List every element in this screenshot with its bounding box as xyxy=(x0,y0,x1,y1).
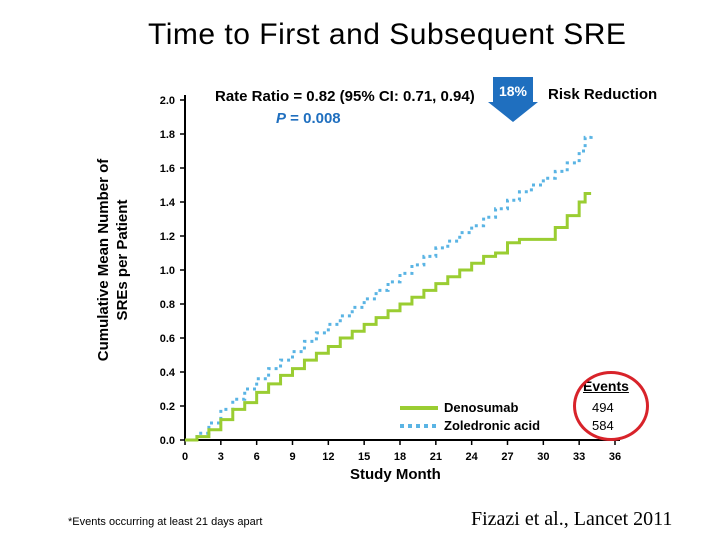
svg-text:0.0: 0.0 xyxy=(160,435,175,447)
svg-text:24: 24 xyxy=(466,451,479,463)
svg-text:1.6: 1.6 xyxy=(160,163,175,175)
svg-text:3: 3 xyxy=(218,451,224,463)
svg-text:0.4: 0.4 xyxy=(160,367,176,379)
x-axis-label: Study Month xyxy=(350,466,441,483)
svg-text:0: 0 xyxy=(182,451,188,463)
svg-text:0.2: 0.2 xyxy=(160,401,175,413)
svg-text:Zoledronic acid: Zoledronic acid xyxy=(444,418,540,433)
svg-text:0.8: 0.8 xyxy=(160,299,175,311)
svg-text:1.4: 1.4 xyxy=(160,197,176,209)
svg-text:0.6: 0.6 xyxy=(160,333,175,345)
svg-text:27: 27 xyxy=(501,451,513,463)
footnote: *Events occurring at least 21 days apart xyxy=(68,516,262,528)
svg-text:30: 30 xyxy=(537,451,549,463)
citation: Fizazi et al., Lancet 2011 xyxy=(471,508,672,531)
svg-text:12: 12 xyxy=(322,451,334,463)
svg-text:36: 36 xyxy=(609,451,621,463)
events-ellipse xyxy=(573,371,649,441)
svg-text:21: 21 xyxy=(430,451,442,463)
sre-chart: 0.00.20.40.60.81.01.21.41.61.82.00369121… xyxy=(0,0,728,546)
svg-text:18: 18 xyxy=(394,451,406,463)
svg-text:Denosumab: Denosumab xyxy=(444,400,518,415)
svg-text:9: 9 xyxy=(289,451,295,463)
svg-text:6: 6 xyxy=(254,451,260,463)
svg-text:1.8: 1.8 xyxy=(160,129,175,141)
svg-text:1.0: 1.0 xyxy=(160,265,175,277)
legend: Denosumab Zoledronic acid xyxy=(400,398,580,438)
svg-text:33: 33 xyxy=(573,451,585,463)
svg-text:15: 15 xyxy=(358,451,370,463)
svg-text:1.2: 1.2 xyxy=(160,231,175,243)
svg-text:2.0: 2.0 xyxy=(160,95,175,107)
